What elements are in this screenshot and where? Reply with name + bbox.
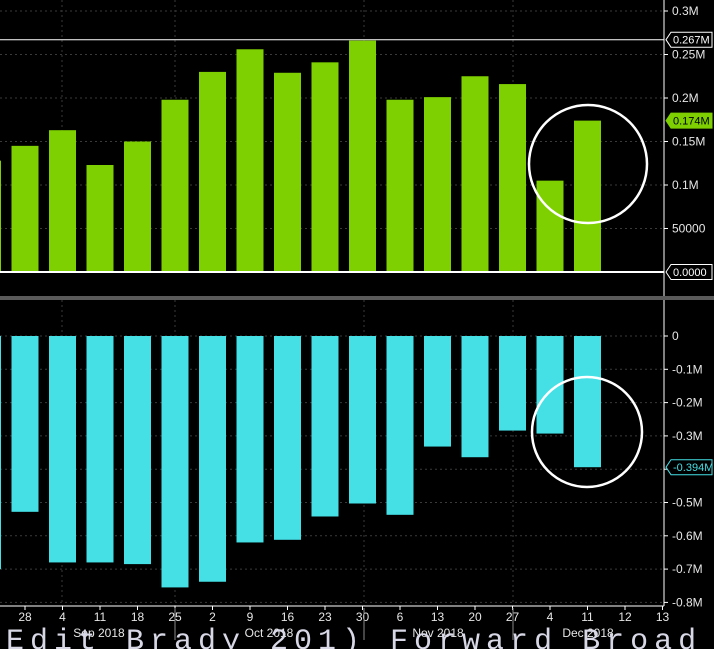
bar-top bbox=[574, 120, 601, 273]
bar-top bbox=[199, 71, 226, 273]
zero-value-label: 0.0000 bbox=[673, 267, 707, 279]
x-tick-label: 9 bbox=[247, 610, 254, 624]
reference-value-label: 0.267M bbox=[673, 35, 710, 47]
bar-top bbox=[0, 160, 1, 272]
reference-value-label-box bbox=[665, 31, 713, 48]
footer-text: Edit Brady 201) Forward Broad bbox=[6, 625, 702, 649]
x-tick-label: 20 bbox=[468, 610, 482, 624]
x-tick-label: 11 bbox=[94, 610, 107, 624]
highlight-circle-top bbox=[527, 103, 649, 225]
bar-bottom bbox=[424, 336, 451, 447]
last-value-label-bottom-box bbox=[665, 459, 713, 476]
last-value-label-top-box bbox=[665, 112, 713, 129]
y-tick-label-bottom: 0 bbox=[672, 329, 679, 343]
y-tick-label-bottom: -0.6M bbox=[672, 529, 703, 543]
x-tick-label: 13 bbox=[431, 610, 445, 624]
bar-bottom bbox=[124, 336, 151, 565]
bars-layer bbox=[0, 40, 601, 588]
bar-bottom bbox=[499, 336, 526, 431]
bar-bottom bbox=[199, 336, 226, 582]
x-tick-label: 12 bbox=[618, 610, 632, 624]
bar-top bbox=[49, 130, 76, 272]
bar-top bbox=[236, 49, 264, 272]
bar-top bbox=[124, 141, 151, 272]
bar-bottom bbox=[0, 336, 1, 570]
bar-top bbox=[386, 99, 414, 273]
bar-bottom bbox=[11, 336, 39, 512]
y-tick-label-bottom: -0.5M bbox=[672, 496, 703, 510]
y-tick-label-top: 50000 bbox=[672, 222, 706, 236]
bar-top bbox=[11, 145, 39, 272]
panel-separator bbox=[0, 296, 714, 300]
y-tick-label-bottom: -0.1M bbox=[672, 362, 703, 376]
last-value-label-top: 0.174M bbox=[673, 116, 710, 128]
bar-top bbox=[461, 76, 489, 272]
x-tick-label: 28 bbox=[18, 610, 32, 624]
y-tick-label-top: 0.3M bbox=[672, 4, 699, 18]
overlay-layer bbox=[0, 39, 714, 489]
y-tick-label-bottom: -0.8M bbox=[672, 595, 703, 609]
month-label: Oct 2018 bbox=[245, 626, 294, 640]
bar-bottom bbox=[49, 336, 76, 563]
x-tick-label: 11 bbox=[581, 610, 594, 624]
zero-value-label-box bbox=[665, 264, 713, 280]
x-tick-label: 30 bbox=[356, 610, 370, 624]
month-label: Dec 2018 bbox=[562, 626, 614, 640]
y-tick-label-top: 0.15M bbox=[672, 135, 705, 149]
bar-bottom bbox=[86, 336, 114, 563]
bar-bottom bbox=[349, 336, 376, 504]
bar-bottom bbox=[161, 336, 189, 588]
y-tick-label-bottom: -0.3M bbox=[672, 429, 703, 443]
bar-top bbox=[86, 164, 114, 272]
month-label: Nov 2018 bbox=[412, 626, 464, 640]
bar-top bbox=[274, 72, 301, 273]
bar-bottom bbox=[274, 336, 301, 540]
bar-bottom bbox=[386, 336, 414, 515]
bar-top bbox=[536, 180, 564, 272]
month-label: Sep 2018 bbox=[73, 626, 125, 640]
x-tick-label: 4 bbox=[547, 610, 554, 624]
y-tick-label-top: 0.25M bbox=[672, 48, 705, 62]
x-tick-label: 18 bbox=[131, 610, 145, 624]
y-tick-label-bottom: -0.7M bbox=[672, 562, 703, 576]
x-tick-label: 4 bbox=[59, 610, 66, 624]
bar-top bbox=[349, 40, 376, 272]
bar-top bbox=[161, 99, 189, 273]
y-tick-label-top: 0.1M bbox=[672, 178, 699, 192]
bar-top bbox=[499, 84, 526, 272]
last-value-label-bottom: -0.394M bbox=[673, 462, 713, 474]
x-tick-label: 23 bbox=[318, 610, 332, 624]
bar-bottom bbox=[236, 336, 264, 543]
x-tick-label: 16 bbox=[281, 610, 295, 624]
bar-bottom bbox=[311, 336, 339, 517]
bar-top bbox=[424, 97, 451, 272]
x-tick-label: 6 bbox=[397, 610, 404, 624]
bar-top bbox=[311, 62, 339, 272]
y-tick-label-bottom: -0.2M bbox=[672, 396, 703, 410]
bar-bottom bbox=[461, 336, 489, 458]
x-tick-label: 2 bbox=[209, 610, 216, 624]
y-tick-label-top: 0.2M bbox=[672, 91, 699, 105]
highlight-circle-bottom bbox=[530, 375, 644, 489]
bar-bottom bbox=[574, 336, 601, 468]
x-tick-label: 13 bbox=[656, 610, 670, 624]
